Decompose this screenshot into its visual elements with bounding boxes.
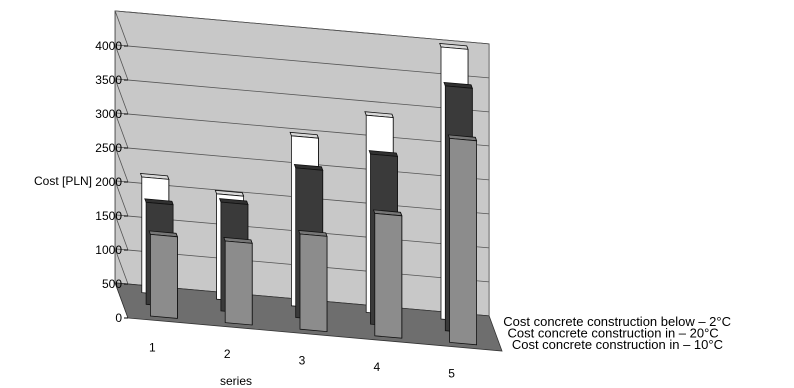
gridline — [114, 44, 490, 81]
series-label: Cost concrete construction in – 20°C — [508, 325, 719, 340]
x-axis-label: series — [220, 374, 252, 388]
y-tick-label: 2500 — [95, 141, 122, 155]
legend: Cost concrete construction in – 10°CCost… — [503, 314, 731, 352]
y-tick-label: 0 — [115, 311, 122, 325]
bar — [223, 237, 253, 326]
x-tick-label: 5 — [448, 367, 455, 381]
series-label: Cost concrete construction below – 2°C — [503, 314, 731, 329]
bar-front — [449, 137, 478, 346]
gridline — [114, 248, 490, 285]
y-tick-label: 3500 — [95, 73, 122, 87]
y-tick-labels: 0 500 1000 1500 2000 2500 3000 3500 4000 — [95, 39, 128, 325]
x-tick-labels: 1 2 3 4 5 — [149, 340, 455, 380]
y-tick-label: 1500 — [95, 209, 122, 223]
bar — [148, 230, 178, 319]
gridlines — [114, 10, 490, 285]
bar — [298, 230, 328, 333]
y-axis-label: Cost [PLN] — [34, 174, 92, 188]
series-label: Cost concrete construction in – 10°C — [512, 337, 723, 352]
bars — [139, 43, 478, 346]
bar — [447, 134, 478, 346]
bar — [372, 209, 403, 339]
x-tick-label: 2 — [224, 347, 231, 361]
y-tick-label: 1000 — [95, 243, 122, 257]
bar-front — [149, 233, 178, 319]
y-tick-label: 2000 — [95, 175, 122, 189]
x-tick-label: 1 — [149, 340, 156, 354]
y-tick-label: 500 — [102, 277, 122, 291]
x-tick-label: 4 — [373, 360, 380, 374]
gridline — [114, 10, 490, 47]
gridline — [114, 78, 490, 115]
x-tick-label: 3 — [299, 354, 306, 368]
bar-front — [224, 240, 253, 326]
gridline — [114, 180, 490, 217]
gridline — [114, 146, 490, 183]
gridline — [114, 112, 490, 149]
y-tick-label: 3000 — [95, 107, 122, 121]
y-tick-label: 4000 — [95, 39, 122, 53]
bar-front — [374, 212, 403, 339]
bar-front — [299, 233, 328, 333]
gridline — [114, 214, 490, 251]
